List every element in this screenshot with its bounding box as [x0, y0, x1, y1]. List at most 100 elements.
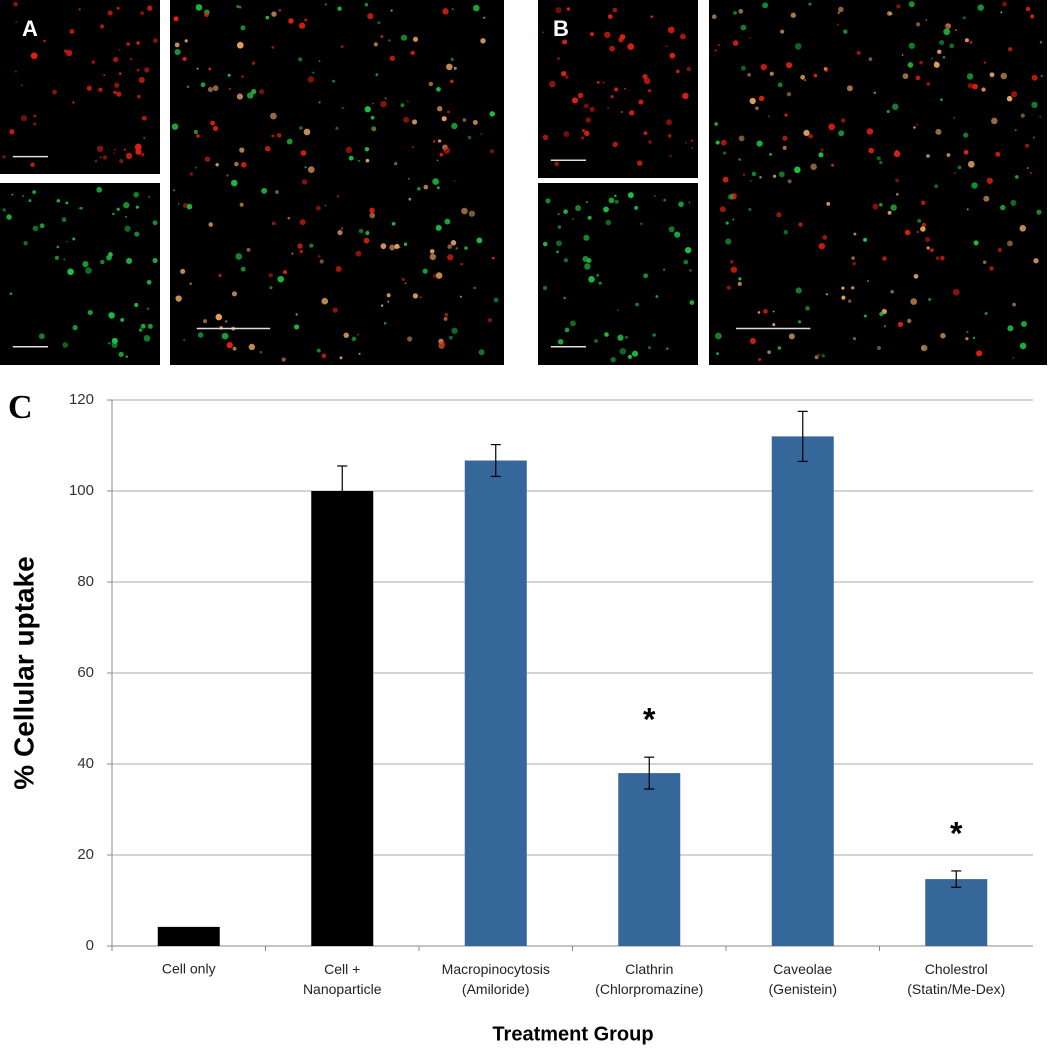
- speckle: [794, 166, 801, 174]
- speckle: [140, 153, 145, 157]
- speckle: [711, 14, 717, 20]
- speckle: [72, 101, 75, 104]
- speckle: [915, 75, 921, 81]
- speckle: [85, 267, 92, 275]
- speckle: [125, 355, 128, 358]
- speckle: [299, 219, 306, 226]
- speckle: [203, 319, 208, 324]
- speckle: [989, 266, 994, 271]
- speckle: [991, 117, 998, 125]
- speckle: [715, 332, 722, 340]
- speckle: [453, 179, 456, 182]
- speckle: [868, 57, 873, 62]
- speckle: [940, 98, 943, 101]
- speckle: [942, 56, 946, 59]
- speckle: [957, 165, 962, 170]
- speckle: [208, 222, 213, 227]
- speckle: [419, 296, 422, 299]
- speckle: [390, 9, 393, 12]
- speckle: [108, 252, 113, 257]
- speckle: [686, 66, 691, 72]
- speckle: [120, 317, 125, 322]
- speckle: [118, 48, 121, 51]
- speckle: [281, 357, 286, 362]
- y-tick-label: 80: [77, 573, 94, 590]
- speckle: [33, 122, 37, 126]
- speckle: [1032, 136, 1035, 139]
- speckle: [803, 129, 810, 137]
- speckle: [585, 201, 588, 204]
- speckle: [563, 131, 570, 137]
- speckle: [113, 148, 116, 151]
- speckle: [892, 103, 899, 111]
- speckle: [318, 60, 321, 63]
- y-tick-label: 120: [69, 391, 94, 408]
- speckle: [1006, 95, 1013, 102]
- speckle: [146, 279, 152, 285]
- speckle: [581, 136, 585, 140]
- speckle: [480, 133, 483, 135]
- speckle: [921, 222, 927, 228]
- speckle: [1030, 14, 1034, 17]
- speckle: [52, 89, 57, 95]
- speckle: [228, 88, 231, 90]
- speckle: [542, 241, 548, 247]
- speckle: [447, 110, 451, 114]
- speckle: [221, 332, 229, 340]
- speckle: [318, 101, 321, 104]
- speckle: [582, 256, 589, 263]
- speckle: [841, 295, 846, 300]
- speckle: [557, 339, 564, 345]
- speckle: [777, 82, 783, 88]
- speckle: [152, 38, 158, 43]
- speckle: [969, 40, 973, 45]
- speckle: [963, 132, 969, 138]
- speckle: [1012, 357, 1015, 359]
- speckle: [610, 356, 616, 363]
- speckle: [404, 282, 407, 285]
- speckle: [730, 266, 738, 273]
- speckle: [394, 162, 398, 166]
- speckle: [380, 304, 384, 307]
- speckle: [971, 182, 978, 189]
- speckle: [321, 297, 329, 305]
- speckle: [817, 353, 820, 356]
- speckle: [174, 42, 180, 48]
- speckle: [667, 133, 672, 138]
- speckle: [39, 223, 45, 229]
- speckle: [889, 12, 893, 16]
- speckle: [446, 63, 453, 71]
- speckle: [240, 266, 246, 272]
- bar: [311, 491, 374, 946]
- speckle: [1025, 6, 1031, 12]
- speckle: [9, 292, 13, 296]
- speckle: [966, 208, 969, 211]
- speckle: [913, 126, 916, 129]
- y-tick-label: 100: [69, 482, 94, 499]
- speckle: [603, 206, 609, 213]
- speckle: [443, 147, 451, 154]
- speckle: [355, 250, 362, 257]
- speckle: [116, 91, 122, 97]
- speckle: [108, 312, 114, 318]
- speckle: [920, 344, 928, 352]
- speckle: [798, 320, 802, 324]
- speckle: [748, 207, 752, 212]
- speckle: [910, 298, 918, 305]
- speckle: [749, 97, 756, 105]
- speckle: [113, 90, 117, 95]
- speckle: [916, 123, 918, 126]
- speckle: [436, 186, 440, 190]
- speckle: [1007, 325, 1014, 332]
- speckle: [650, 15, 654, 19]
- speckle: [934, 184, 939, 189]
- speckle: [478, 349, 485, 356]
- speckle: [483, 16, 486, 19]
- speckle: [921, 200, 926, 205]
- speckle: [678, 201, 684, 208]
- speckle: [972, 336, 976, 340]
- speckle: [851, 286, 855, 290]
- speckle: [542, 134, 549, 141]
- speckle: [738, 158, 741, 161]
- speckle: [364, 146, 370, 152]
